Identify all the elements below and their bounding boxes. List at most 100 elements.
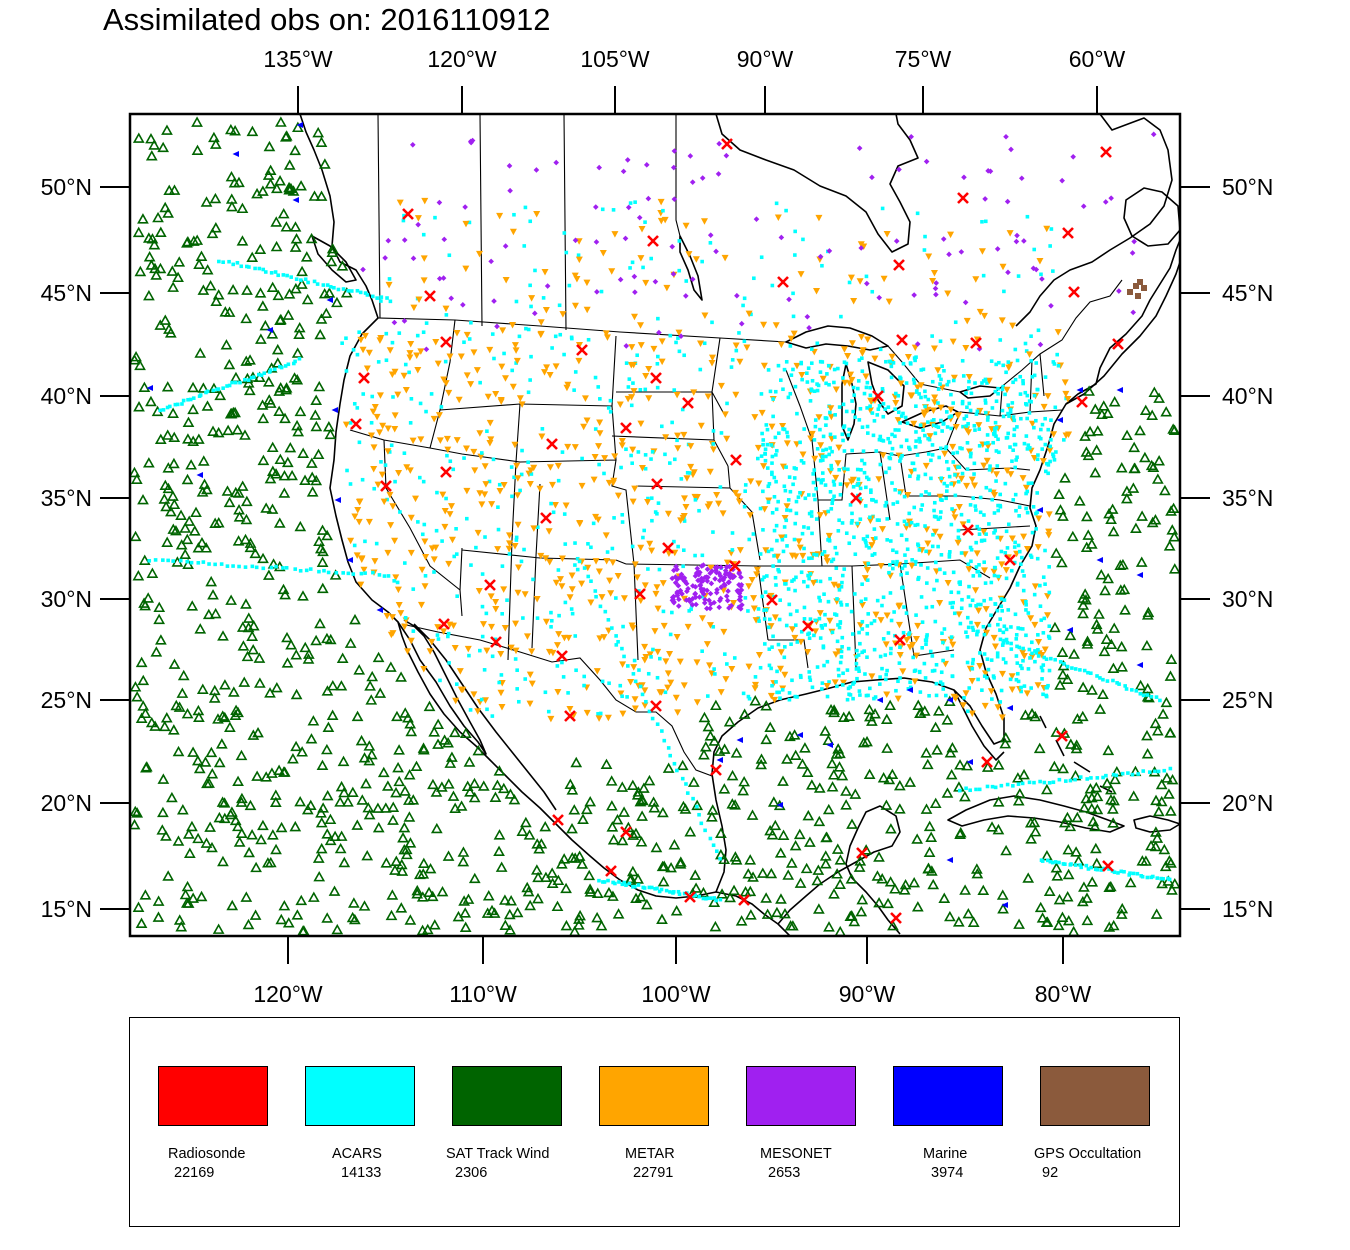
observation-marker: [1041, 575, 1046, 579]
observation-marker: [317, 545, 329, 557]
observation-marker: [1053, 893, 1066, 905]
observation-marker: [813, 424, 818, 429]
observation-marker: [893, 803, 906, 814]
observation-marker: [664, 684, 672, 692]
observation-marker: [453, 330, 461, 337]
observation-marker: [486, 419, 494, 427]
observation-marker: [137, 674, 150, 686]
observation-marker: [592, 558, 600, 565]
observation-marker: [1037, 341, 1044, 348]
observation-marker: [907, 511, 912, 516]
observation-marker: [269, 789, 282, 800]
observation-marker: [704, 566, 711, 573]
observation-marker: [1027, 615, 1035, 622]
observation-marker: [974, 787, 978, 792]
observation-marker: [1050, 862, 1063, 873]
observation-marker: [1013, 238, 1020, 245]
observation-marker: [968, 603, 973, 608]
observation-marker: [214, 389, 227, 401]
observation-marker: [751, 681, 759, 689]
observation-marker: [250, 564, 255, 569]
observation-marker: [959, 551, 964, 555]
observation-marker: [915, 211, 920, 216]
observation-marker: [849, 476, 857, 484]
observation-marker: [820, 263, 824, 268]
observation-marker: [438, 678, 442, 683]
observation-marker: [903, 564, 907, 568]
observation-marker: [914, 707, 927, 718]
observation-marker: [753, 675, 758, 679]
observation-marker: [799, 742, 811, 753]
observation-marker: [913, 559, 918, 564]
observation-marker: [883, 691, 891, 699]
observation-marker: [771, 564, 775, 568]
observation-marker: [975, 409, 980, 414]
observation-marker: [1062, 843, 1075, 855]
observation-marker: [1024, 506, 1028, 511]
observation-marker: [788, 626, 796, 633]
observation-marker: [666, 650, 674, 658]
observation-marker: [1032, 247, 1037, 252]
observation-marker: [216, 710, 229, 721]
observation-marker: [767, 623, 775, 630]
observation-marker: [1024, 434, 1029, 438]
observation-marker: [1045, 528, 1053, 536]
observation-marker: [679, 803, 692, 814]
observation-marker: [182, 416, 195, 427]
observation-marker: [315, 190, 328, 201]
observation-marker: [1073, 495, 1086, 506]
observation-marker: [932, 514, 937, 519]
observation-marker: [351, 513, 359, 520]
observation-marker: [161, 381, 174, 392]
observation-marker: [808, 399, 813, 403]
observation-marker: [524, 899, 537, 911]
observation-marker: [990, 784, 995, 789]
observation-marker: [923, 526, 931, 533]
observation-marker: [388, 299, 393, 304]
observation-marker: [282, 309, 295, 320]
observation-marker: [457, 855, 470, 867]
observation-marker: [847, 274, 855, 282]
observation-marker: [331, 923, 344, 935]
observation-marker: [743, 344, 751, 351]
observation-marker: [1107, 803, 1119, 814]
observation-marker: [526, 327, 531, 332]
observation-marker: [672, 388, 677, 392]
observation-marker: [969, 391, 974, 396]
observation-marker: [865, 475, 869, 480]
observation-marker: [932, 285, 939, 292]
observation-marker: [762, 575, 766, 579]
observation-marker: [240, 312, 253, 324]
observation-marker: [1155, 795, 1168, 807]
observation-marker: [1013, 612, 1018, 617]
observation-marker: [767, 796, 780, 807]
observation-marker: [858, 517, 863, 522]
observation-marker: [467, 337, 472, 341]
observation-marker: [440, 376, 448, 384]
observation-marker: [778, 378, 783, 382]
observation-marker: [420, 277, 428, 284]
observation-marker: [649, 457, 653, 461]
observation-marker: [659, 424, 664, 429]
observation-marker: [635, 353, 639, 358]
observation-marker: [421, 197, 429, 205]
observation-marker: [1062, 662, 1066, 666]
observation-marker: [941, 658, 945, 663]
observation-marker: [828, 706, 840, 718]
observation-marker: [244, 354, 256, 365]
observation-marker: [1090, 781, 1103, 793]
observation-marker: [435, 781, 448, 792]
observation-marker: [444, 496, 448, 501]
observation-marker: [810, 579, 818, 587]
observation-marker: [490, 714, 495, 718]
observation-marker: [701, 600, 708, 606]
observation-marker: [1073, 777, 1077, 782]
observation-marker: [889, 375, 894, 380]
observation-marker: [162, 482, 175, 494]
observation-marker: [1081, 914, 1094, 926]
observation-marker: [751, 414, 759, 421]
observation-marker: [335, 830, 348, 841]
observation-marker: [760, 594, 765, 599]
observation-marker: [240, 513, 253, 525]
observation-marker: [982, 652, 987, 656]
